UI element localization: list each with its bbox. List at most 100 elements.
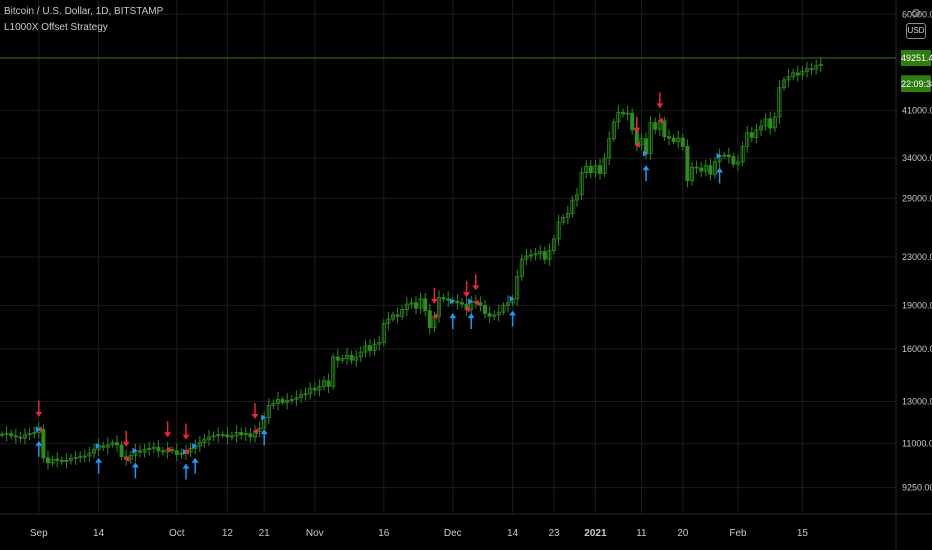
candle-body — [119, 444, 124, 458]
buy-marker-icon — [643, 150, 648, 157]
candle-body — [690, 166, 695, 182]
price-tick-label: 13000.00 — [902, 396, 932, 406]
buy-arrowhead-icon — [449, 313, 457, 319]
time-tick-label: Dec — [444, 528, 462, 539]
candle-body — [519, 258, 524, 277]
candle-body — [285, 400, 290, 403]
candle-body — [220, 434, 225, 437]
buy-arrowhead-icon — [95, 457, 103, 463]
price-tick-label: 23000.00 — [902, 252, 932, 262]
candle-body — [602, 157, 607, 174]
candle-body — [211, 435, 216, 438]
candle-body — [151, 446, 156, 449]
buy-marker-icon — [35, 426, 41, 433]
candle-body — [685, 146, 690, 182]
candle-body — [202, 438, 207, 443]
time-tick-label: 11 — [636, 528, 647, 539]
candle-body — [372, 343, 377, 351]
candle-body — [22, 434, 27, 439]
time-tick-label: Feb — [729, 528, 747, 539]
time-tick-label: 23 — [548, 528, 560, 539]
sell-arrowhead-icon — [472, 285, 480, 291]
price-axis[interactable]: 60000.00 41000.00 34000.00 29000.00 23000.00… — [902, 9, 932, 492]
buy-arrowhead-icon — [131, 462, 139, 468]
chart-legend: Bitcoin / U.S. Dollar, 1D, BITSTAMP L100… — [4, 4, 163, 36]
candle-body — [197, 442, 202, 447]
candle-body — [791, 72, 796, 78]
buy-arrowhead-icon — [716, 167, 724, 173]
candle-body — [423, 298, 428, 312]
candle-body — [87, 452, 92, 457]
candle-body — [243, 433, 248, 436]
candle-body — [275, 399, 280, 404]
candle-body — [786, 76, 791, 81]
candle-body — [772, 116, 777, 129]
candle-body — [818, 63, 823, 66]
candle-body — [349, 354, 354, 361]
candle-body — [73, 457, 78, 459]
sell-marker-icon — [464, 306, 470, 313]
candle-body — [759, 125, 764, 131]
candle-body — [4, 433, 9, 436]
buy-arrowhead-icon — [191, 457, 199, 463]
sell-arrowhead-icon — [35, 411, 43, 417]
signal-arrows — [35, 92, 724, 480]
sell-marker-icon — [473, 299, 479, 306]
price-tick-label: 34000.00 — [902, 153, 932, 163]
candle-body — [308, 387, 313, 395]
price-tick-label: 60000.00 — [902, 9, 932, 19]
price-tick-label: 19000.00 — [902, 300, 932, 310]
candle-body — [206, 436, 211, 440]
candle-body — [340, 358, 345, 361]
candle-body — [625, 112, 630, 115]
candle-body — [505, 302, 510, 306]
candle-body — [708, 165, 713, 175]
candle-body — [676, 137, 681, 142]
candle-body — [570, 199, 575, 215]
candle-body — [400, 309, 405, 317]
indicator-name[interactable]: L1000X Offset Strategy — [4, 22, 108, 33]
sell-arrowhead-icon — [633, 127, 641, 133]
candle-body — [50, 458, 55, 464]
candle-body — [648, 122, 653, 155]
candle-body — [13, 435, 18, 438]
candle-body — [46, 457, 51, 464]
candle-body — [552, 238, 557, 251]
symbol-title[interactable]: Bitcoin / U.S. Dollar, 1D, BITSTAMP — [4, 6, 164, 17]
buy-arrowhead-icon — [35, 440, 43, 446]
candle-body — [229, 435, 234, 438]
time-tick-label: 15 — [797, 528, 809, 539]
price-tick-label: 41000.00 — [902, 106, 932, 116]
currency-dollar-icon[interactable] — [912, 8, 920, 18]
candle-body — [639, 138, 644, 146]
candle-body — [9, 433, 14, 437]
candle-body — [713, 161, 718, 175]
candle-body — [271, 403, 276, 406]
time-tick-label: 21 — [259, 528, 271, 539]
candle-body — [579, 172, 584, 196]
candle-body — [731, 156, 736, 165]
candle-body — [533, 253, 538, 256]
sell-arrowhead-icon — [122, 441, 130, 447]
time-tick-label: Oct — [169, 528, 185, 539]
candle-body — [266, 404, 271, 418]
candle-body — [142, 449, 147, 453]
candle-body — [496, 311, 501, 316]
sell-marker-icon — [253, 428, 258, 435]
candle-body — [478, 302, 483, 306]
candle-body — [455, 301, 460, 304]
sell-arrowhead-icon — [164, 432, 172, 438]
buy-arrowhead-icon — [509, 310, 517, 316]
candle-body — [298, 394, 303, 398]
candle-body — [82, 455, 87, 458]
time-axis[interactable]: Sep 14 Oct 12 21 Nov 16 Dec 14 23 2021 11 20 Feb 15 — [30, 528, 808, 539]
buy-marker-icon — [261, 414, 267, 421]
candle-body — [326, 380, 331, 387]
candle-body — [427, 310, 432, 329]
currency-button[interactable]: USD — [906, 23, 926, 39]
candle-body — [782, 79, 787, 89]
candle-body — [542, 251, 547, 260]
candle-body — [667, 136, 672, 139]
